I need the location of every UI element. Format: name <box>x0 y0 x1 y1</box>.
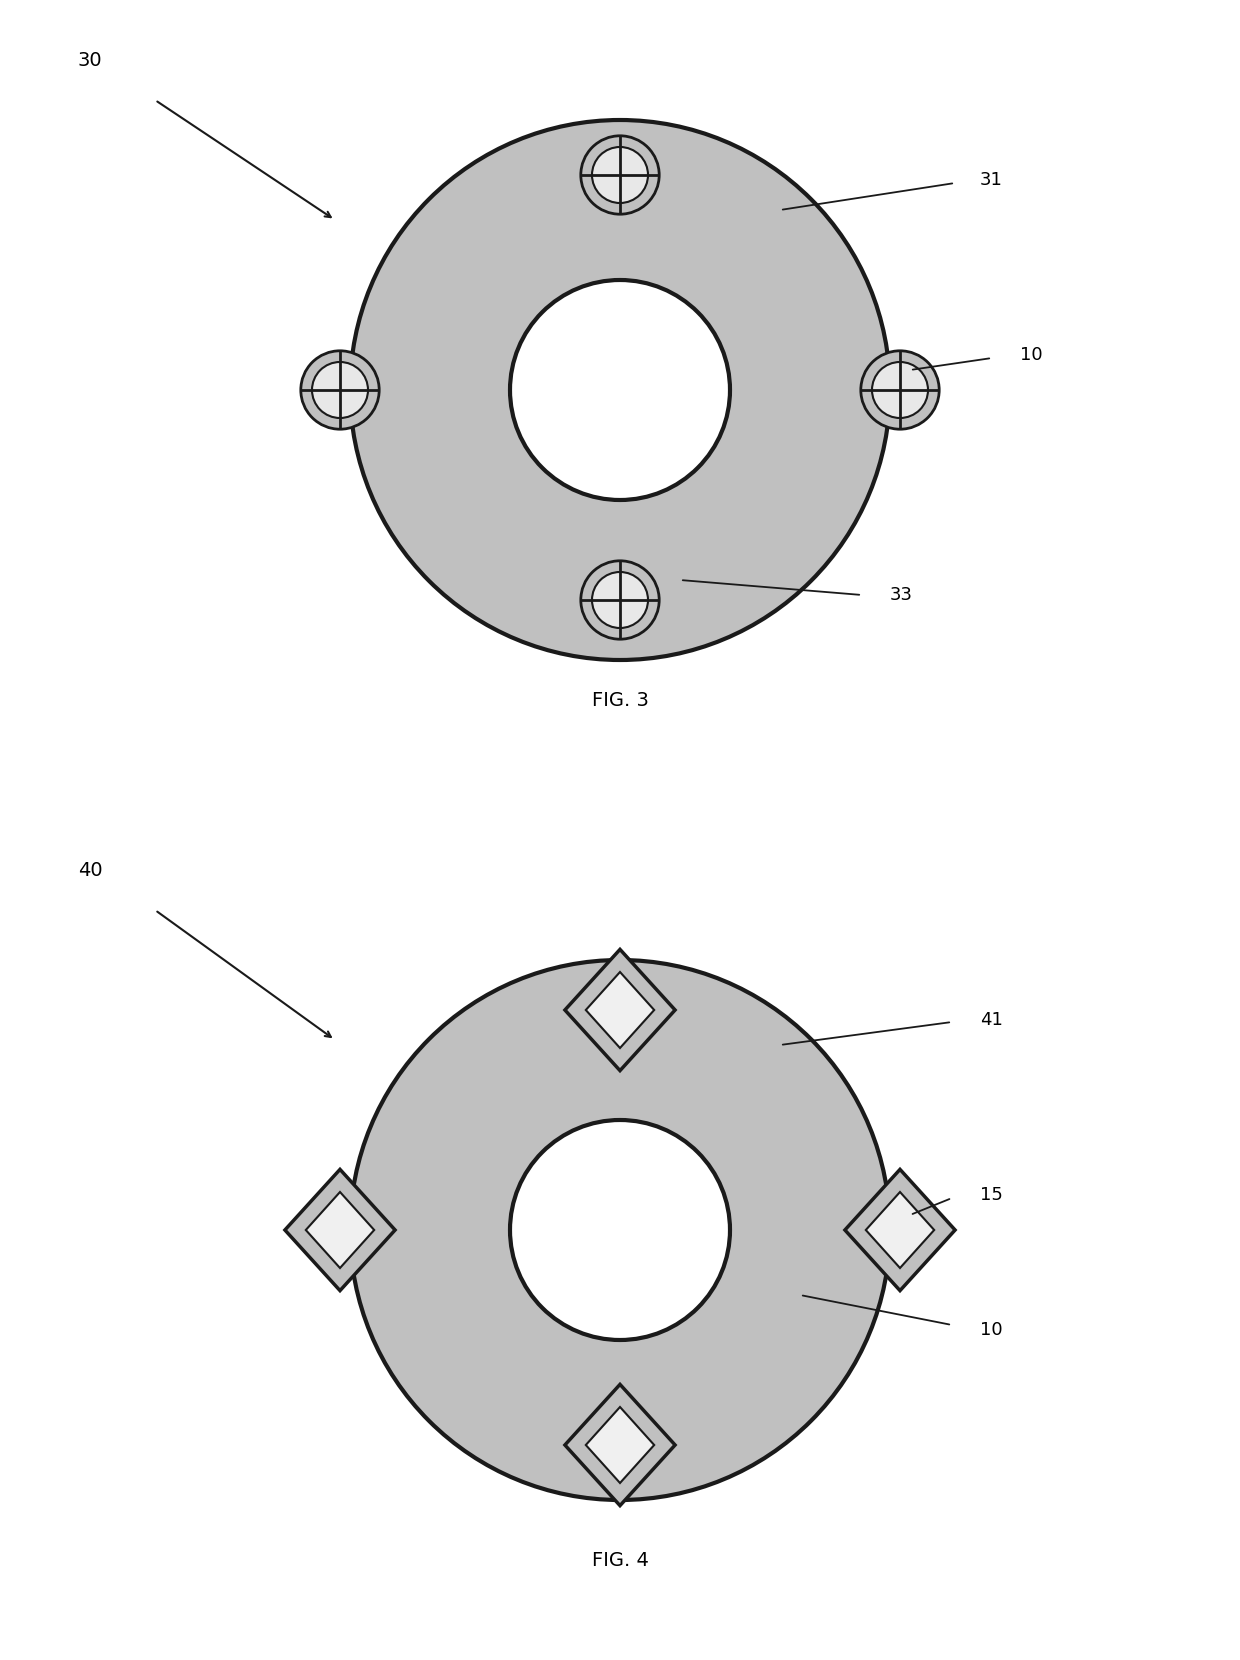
Circle shape <box>350 120 890 661</box>
Circle shape <box>510 1120 730 1340</box>
Polygon shape <box>585 973 655 1047</box>
Circle shape <box>580 561 660 639</box>
Circle shape <box>510 281 730 500</box>
Text: 30: 30 <box>78 50 103 70</box>
Text: FIG. 3: FIG. 3 <box>591 691 649 709</box>
Polygon shape <box>585 1408 655 1482</box>
Text: 33: 33 <box>890 586 913 604</box>
Text: 10: 10 <box>1021 345 1043 364</box>
Polygon shape <box>306 1192 374 1268</box>
Polygon shape <box>565 1384 675 1506</box>
Text: 31: 31 <box>980 171 1003 189</box>
Circle shape <box>312 362 368 418</box>
Text: 10: 10 <box>980 1321 1003 1340</box>
Circle shape <box>591 148 649 203</box>
Text: 15: 15 <box>980 1185 1003 1204</box>
Circle shape <box>591 573 649 627</box>
Text: 41: 41 <box>980 1011 1003 1029</box>
Polygon shape <box>565 950 675 1071</box>
Polygon shape <box>844 1169 955 1290</box>
Polygon shape <box>866 1192 934 1268</box>
Polygon shape <box>285 1169 396 1290</box>
Text: FIG. 4: FIG. 4 <box>591 1550 649 1569</box>
Circle shape <box>301 350 379 430</box>
Circle shape <box>861 350 939 430</box>
Text: 40: 40 <box>78 860 103 880</box>
Circle shape <box>350 959 890 1501</box>
Circle shape <box>580 136 660 214</box>
Circle shape <box>872 362 928 418</box>
